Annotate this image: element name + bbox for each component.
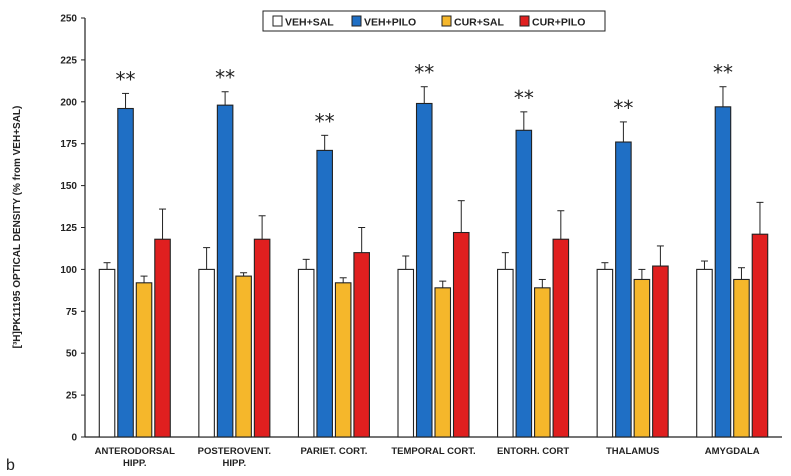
bar xyxy=(235,275,252,438)
significance-stars: ** xyxy=(414,61,434,85)
y-tick-label: 200 xyxy=(60,97,77,108)
bar xyxy=(497,268,514,438)
bar xyxy=(117,107,134,438)
bar xyxy=(751,233,769,438)
x-category-label: HIPP. xyxy=(223,458,247,469)
legend-swatch xyxy=(272,15,283,27)
significance-stars: ** xyxy=(514,86,534,110)
significance-stars: ** xyxy=(315,109,335,133)
significance-stars: ** xyxy=(116,67,136,91)
significance-stars: ** xyxy=(215,66,235,90)
x-category-label: ANTERODORSAL xyxy=(95,446,175,457)
legend-swatch xyxy=(519,15,530,27)
legend: VEH+SAL VEH+PILO CUR+SAL CUR+PILO xyxy=(262,10,606,32)
bar xyxy=(135,282,153,438)
x-category-label: ENTORH. CORT xyxy=(497,446,569,457)
bar xyxy=(353,252,370,438)
y-tick-label: 225 xyxy=(60,55,77,66)
y-tick-label: 150 xyxy=(60,181,77,192)
bar xyxy=(434,287,452,438)
bar xyxy=(615,141,632,438)
legend-label: CUR+SAL xyxy=(454,17,504,29)
bar xyxy=(696,268,713,438)
bar xyxy=(334,282,352,438)
significance-stars: ** xyxy=(613,96,633,120)
bar xyxy=(316,149,333,438)
x-category-label: HIPP. xyxy=(123,458,147,469)
bar xyxy=(552,238,570,438)
y-axis-label: [³H]PK11195 OPTICAL DENSITY (% from VEH+… xyxy=(12,106,23,349)
bar xyxy=(198,268,215,438)
x-category-label: THALAMUS xyxy=(606,446,659,457)
bar xyxy=(98,268,116,438)
legend-label: CUR+PILO xyxy=(532,17,585,29)
bar xyxy=(452,231,470,438)
y-tick-label: 25 xyxy=(66,391,78,402)
bar xyxy=(415,102,433,438)
panel-label: b xyxy=(6,457,15,474)
legend-swatch xyxy=(351,15,362,27)
x-category-label: TEMPORAL CORT. xyxy=(391,446,475,457)
bar xyxy=(154,238,171,438)
y-tick-label: 250 xyxy=(60,14,77,25)
y-axis-label-group: [³H]PK11195 OPTICAL DENSITY (% from VEH+… xyxy=(12,106,23,349)
bar xyxy=(633,278,651,438)
y-tick-label: 125 xyxy=(60,223,77,234)
y-tick-labels: 0 25 50 75 100 125 150 175 200 225 250 xyxy=(60,14,77,444)
y-tick-label: 0 xyxy=(71,433,77,444)
bar xyxy=(714,106,732,438)
bars xyxy=(98,102,769,438)
bar xyxy=(216,104,234,438)
bar xyxy=(253,238,271,438)
y-tick-label: 175 xyxy=(60,139,77,150)
bar xyxy=(297,268,315,438)
bar xyxy=(515,129,533,438)
bar xyxy=(652,265,669,438)
x-category-label: PARIET. CORT. xyxy=(300,446,367,457)
legend-label: VEH+SAL xyxy=(285,17,334,29)
error-bars xyxy=(103,86,764,288)
y-tick-label: 75 xyxy=(66,307,78,318)
x-category-label: AMYGDALA xyxy=(705,446,760,457)
significance-markers: ** ** ** ** ** ** ** xyxy=(116,61,733,134)
legend-swatch xyxy=(441,15,452,27)
x-tick-labels: ANTERODORSALHIPP.POSTEROVENT.HIPP.PARIET… xyxy=(95,446,760,469)
bar xyxy=(733,278,750,438)
y-tick-label: 50 xyxy=(66,349,78,360)
x-category-label: POSTEROVENT. xyxy=(198,446,271,457)
bar xyxy=(534,287,551,438)
significance-stars: ** xyxy=(713,61,733,85)
y-tick-label: 100 xyxy=(60,265,77,276)
bar xyxy=(596,268,614,438)
legend-label: VEH+PILO xyxy=(364,17,416,29)
bar xyxy=(397,268,415,438)
